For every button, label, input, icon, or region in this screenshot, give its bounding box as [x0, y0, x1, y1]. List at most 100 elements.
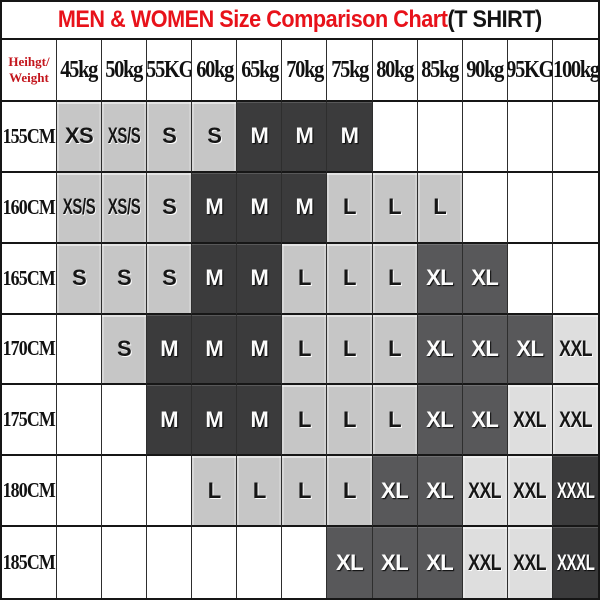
- header-cell-60kg: 60kg: [192, 40, 238, 102]
- tile-170cm-55kg: M: [147, 314, 193, 386]
- weight-label: 60kg: [195, 56, 234, 83]
- size-label: XS/S: [107, 194, 141, 220]
- weight-label: 90kg: [466, 56, 504, 83]
- tile-185cm-95kg: XXL: [507, 527, 553, 598]
- header-cell-95kg: 95KG: [507, 40, 553, 102]
- height-label: 175CM: [2, 407, 56, 432]
- size-label: S: [207, 123, 222, 149]
- size-label: L: [343, 406, 356, 432]
- size-label: M: [160, 335, 179, 361]
- weight-label: 50kg: [105, 56, 144, 83]
- size-label: XL: [426, 265, 454, 291]
- tile-165cm-75kg: L: [327, 243, 373, 315]
- tile-165cm-85kg: XL: [417, 243, 463, 315]
- tile-155cm-60kg: S: [192, 102, 238, 173]
- header-cell-65kg: 65kg: [237, 40, 283, 102]
- tile-165cm-55kg: S: [147, 243, 193, 315]
- weight-label: 65kg: [240, 56, 279, 83]
- corner-height-label: Heihgt/: [8, 54, 50, 70]
- tile-170cm-50kg: S: [102, 314, 148, 386]
- size-label: L: [343, 194, 356, 220]
- size-label: L: [297, 335, 311, 361]
- row-label-175cm: 175CM: [2, 385, 57, 457]
- tile-165cm-70kg: L: [282, 243, 328, 315]
- size-label: XXL: [513, 406, 547, 432]
- size-label: L: [388, 194, 402, 220]
- empty-cell-170cm-45kg: [57, 314, 103, 386]
- empty-cell-155cm-95kg: [507, 102, 553, 173]
- size-label: M: [205, 265, 224, 291]
- size-label: XXXL: [556, 549, 595, 575]
- empty-cell-155cm-90kg: [462, 102, 508, 173]
- empty-cell-185cm-50kg: [102, 527, 148, 598]
- empty-cell-180cm-55kg: [147, 456, 193, 528]
- chart-title-bar: MEN & WOMEN Size Comparison Chart(T SHIR…: [2, 2, 598, 40]
- tile-175cm-55kg: M: [147, 385, 193, 457]
- size-label: XL: [426, 477, 454, 503]
- empty-cell-160cm-95kg: [507, 172, 553, 244]
- tile-185cm-100kg: XXXL: [552, 527, 598, 598]
- tile-160cm-85kg: L: [417, 172, 463, 244]
- empty-cell-160cm-100kg: [552, 172, 598, 244]
- size-label: M: [250, 335, 269, 361]
- size-label: L: [388, 406, 402, 432]
- size-label: XS/S: [62, 194, 96, 220]
- tile-185cm-80kg: XL: [372, 527, 418, 598]
- header-cell-55kg: 55KG: [147, 40, 193, 102]
- tile-175cm-80kg: L: [372, 385, 418, 457]
- size-label: S: [117, 335, 132, 361]
- header-cell-75kg: 75kg: [327, 40, 373, 102]
- chart-title: MEN & WOMEN Size Comparison Chart(T SHIR…: [58, 6, 542, 34]
- weight-label: 100kg: [552, 56, 598, 83]
- size-label: XL: [426, 406, 454, 432]
- size-label: L: [388, 265, 402, 291]
- tile-170cm-80kg: L: [372, 314, 418, 386]
- size-label: M: [205, 335, 224, 361]
- size-label: XXL: [468, 549, 502, 575]
- empty-cell-165cm-95kg: [507, 243, 553, 315]
- tile-165cm-90kg: XL: [462, 243, 508, 315]
- tile-180cm-95kg: XXL: [507, 456, 553, 528]
- tile-180cm-80kg: XL: [372, 456, 418, 528]
- empty-cell-155cm-80kg: [372, 102, 418, 173]
- size-label: XL: [426, 549, 454, 575]
- size-label: XXL: [558, 335, 592, 361]
- size-label: XXL: [468, 477, 502, 503]
- tile-180cm-70kg: L: [282, 456, 328, 528]
- size-grid: Heihgt/Weight 45kg 50kg 55KG 60kg 65kg 70kg 75k…: [2, 40, 598, 598]
- weight-label: 55KG: [147, 56, 193, 83]
- size-label: XS/S: [107, 123, 141, 149]
- header-cell-70kg: 70kg: [282, 40, 328, 102]
- row-label-155cm: 155CM: [2, 102, 57, 173]
- chart-title-suffix: (T SHIRT): [447, 6, 543, 33]
- tile-155cm-65kg: M: [237, 102, 283, 173]
- height-label: 165CM: [2, 265, 56, 290]
- tile-170cm-95kg: XL: [507, 314, 553, 386]
- tile-160cm-55kg: S: [147, 172, 193, 244]
- chart-title-main: MEN & WOMEN Size Comparison Chart: [58, 6, 448, 33]
- size-label: XL: [516, 335, 544, 361]
- row-label-165cm: 165CM: [2, 243, 57, 315]
- size-label: S: [162, 265, 177, 291]
- header-cell-45kg: 45kg: [57, 40, 103, 102]
- tile-170cm-85kg: XL: [417, 314, 463, 386]
- size-label: L: [388, 335, 402, 361]
- empty-cell-180cm-50kg: [102, 456, 148, 528]
- height-label: 160CM: [2, 194, 56, 219]
- empty-cell-175cm-45kg: [57, 385, 103, 457]
- empty-cell-155cm-85kg: [417, 102, 463, 173]
- empty-cell-175cm-50kg: [102, 385, 148, 457]
- tile-160cm-65kg: M: [237, 172, 283, 244]
- size-label: XL: [335, 549, 364, 575]
- tile-175cm-60kg: M: [192, 385, 238, 457]
- tile-185cm-85kg: XL: [417, 527, 463, 598]
- row-label-160cm: 160CM: [2, 172, 57, 244]
- height-label: 185CM: [2, 550, 56, 575]
- empty-cell-160cm-90kg: [462, 172, 508, 244]
- tile-180cm-100kg: XXXL: [552, 456, 598, 528]
- tile-155cm-70kg: M: [282, 102, 328, 173]
- size-label: XL: [471, 265, 499, 291]
- tile-170cm-100kg: XXL: [552, 314, 598, 386]
- size-label: M: [160, 406, 179, 432]
- size-label: XL: [471, 406, 499, 432]
